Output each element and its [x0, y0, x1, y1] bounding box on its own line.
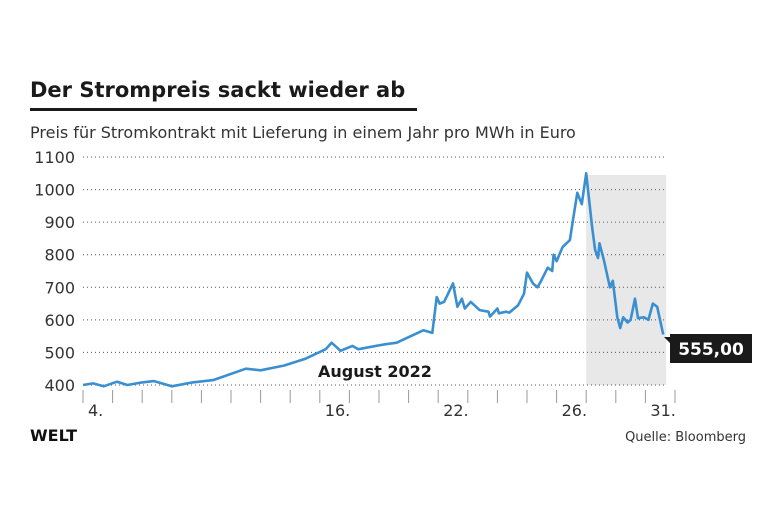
title-underline	[30, 108, 417, 111]
chart-title: Der Strompreis sackt wieder ab	[30, 78, 405, 102]
shaded-region	[586, 174, 667, 385]
y-tick-label: 1100	[34, 148, 75, 167]
price-line	[82, 172, 665, 388]
y-tick-label: 400	[44, 376, 75, 395]
x-tick-label: 22.	[443, 401, 468, 420]
x-tick-label: 16.	[325, 401, 350, 420]
month-annotation: August 2022	[318, 362, 432, 381]
y-tick-label: 800	[44, 246, 75, 265]
y-tick-label: 700	[44, 278, 75, 297]
x-tick-label: 4.	[88, 401, 103, 420]
last-value-text: 555,00	[678, 340, 744, 360]
y-tick-label: 500	[44, 343, 75, 362]
y-tick-label: 900	[44, 213, 75, 232]
source-note: Quelle: Bloomberg	[625, 430, 746, 445]
last-value-label: 555,00	[664, 334, 752, 363]
chart-subtitle: Preis für Stromkontrakt mit Lieferung in…	[30, 123, 576, 142]
last-value-box	[664, 334, 752, 363]
welt-logo: WELT	[30, 426, 77, 445]
x-tick-label: 26.	[562, 401, 587, 420]
y-tick-label: 1000	[34, 181, 75, 200]
y-tick-label: 600	[44, 311, 75, 330]
x-tick-label: 31.	[650, 401, 675, 420]
